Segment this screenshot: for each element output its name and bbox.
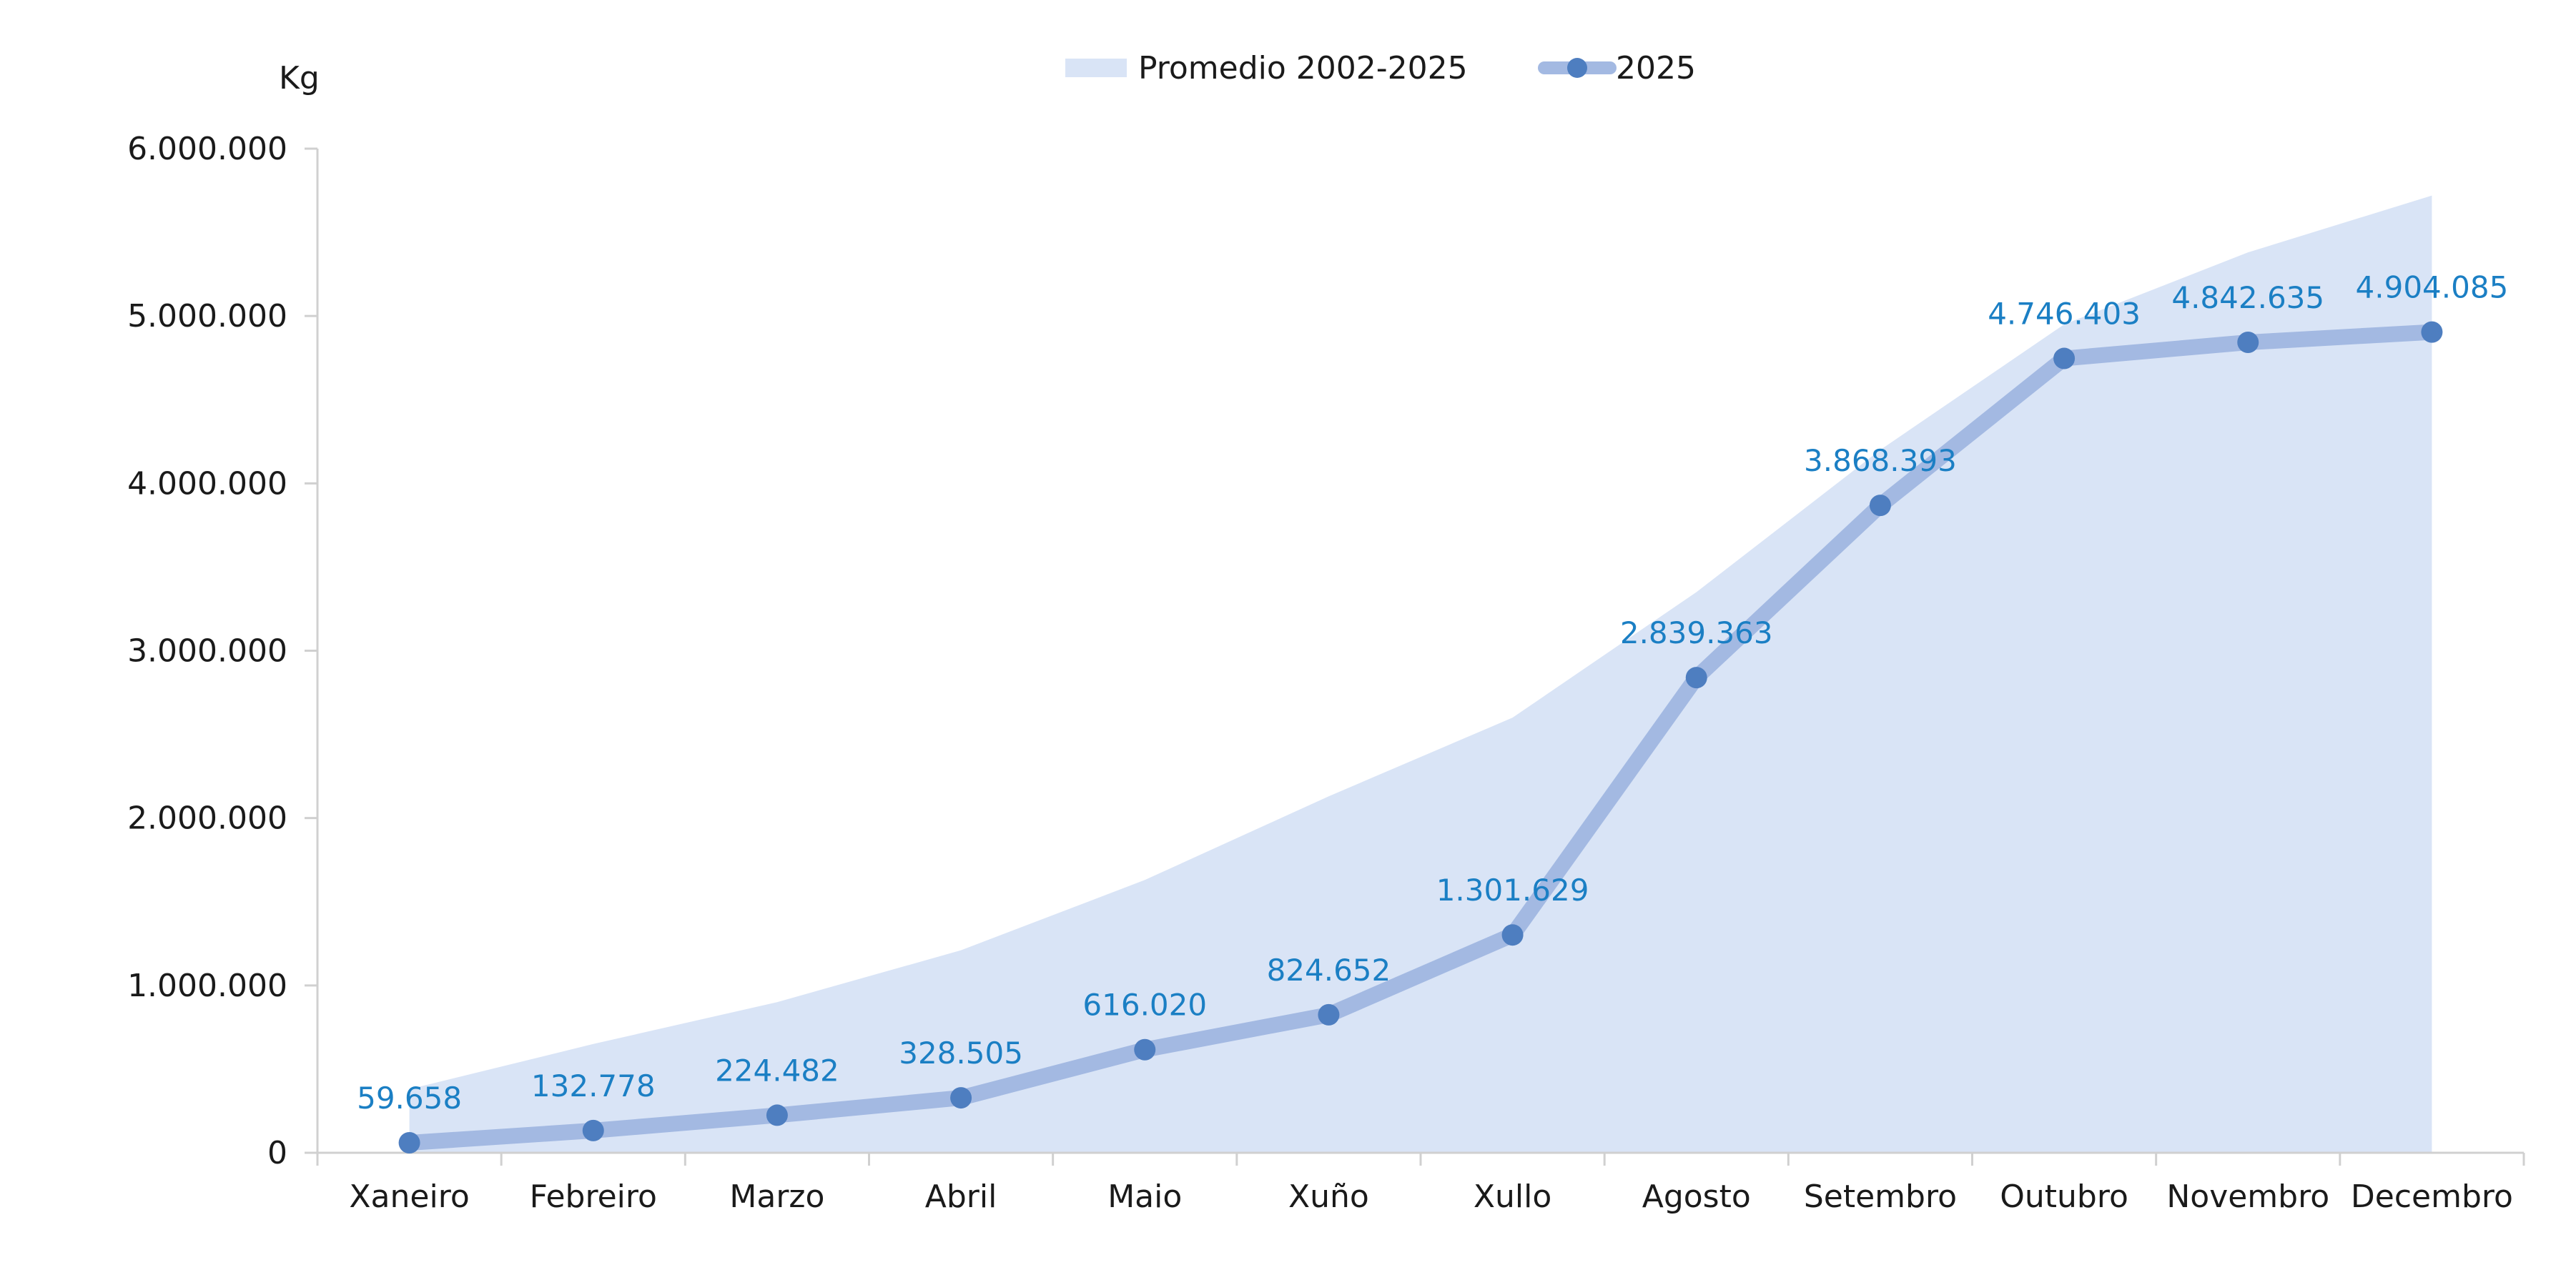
marker-2025 <box>1869 495 1891 517</box>
marker-2025 <box>1501 924 1524 946</box>
legend-label-promedio: Promedio 2002-2025 <box>1138 50 1468 86</box>
marker-2025 <box>950 1087 972 1109</box>
y-tick-label: 5.000.000 <box>127 298 287 334</box>
data-label-2025: 4.842.635 <box>2171 280 2324 315</box>
data-label-2025: 59.658 <box>357 1081 462 1116</box>
marker-2025 <box>2237 332 2259 354</box>
data-label-2025: 616.020 <box>1082 988 1207 1023</box>
marker-2025 <box>398 1132 420 1154</box>
x-tick-label: Xuño <box>1288 1179 1369 1215</box>
x-tick-label: Xaneiro <box>349 1179 469 1215</box>
data-label-2025: 3.868.393 <box>1804 443 1957 478</box>
data-label-2025: 824.652 <box>1267 953 1391 988</box>
x-tick-label: Marzo <box>729 1179 824 1215</box>
plot-area: 0 1.000.000 2.000.000 3.000.000 4.000.000 5.0… <box>127 131 2525 1215</box>
marker-2025 <box>2053 347 2076 369</box>
legend-label-2025: 2025 <box>1616 50 1696 86</box>
marker-2025 <box>1318 1003 1340 1026</box>
y-tick-label: 2.000.000 <box>127 800 287 837</box>
marker-2025 <box>1134 1038 1156 1061</box>
legend-swatch-promedio <box>1065 59 1127 77</box>
x-tick-label: Outubro <box>2000 1179 2128 1215</box>
x-tick-label: Agosto <box>1642 1179 1751 1215</box>
x-tick-label: Novembro <box>2166 1179 2329 1215</box>
y-tick-label: 3.000.000 <box>127 633 287 670</box>
marker-2025 <box>2421 321 2443 343</box>
data-label-2025: 4.904.085 <box>2356 270 2509 305</box>
area-promedio <box>409 195 2432 1153</box>
x-tick-label: Febreiro <box>530 1179 657 1215</box>
data-label-2025: 224.482 <box>715 1053 839 1088</box>
x-tick-label: Decembro <box>2351 1179 2513 1215</box>
y-axis-unit-label: Kg <box>279 60 320 96</box>
marker-2025 <box>1685 667 1707 689</box>
line-2025 <box>401 324 2440 1151</box>
y-tick-label: 6.000.000 <box>127 131 287 167</box>
data-label-2025: 328.505 <box>899 1036 1023 1071</box>
legend-swatch-2025-marker <box>1567 58 1587 78</box>
data-label-2025: 1.301.629 <box>1436 873 1589 908</box>
x-tick-label: Maio <box>1107 1179 1182 1215</box>
marker-2025 <box>766 1104 788 1126</box>
marker-2025 <box>582 1119 604 1141</box>
y-tick-label: 4.000.000 <box>127 465 287 502</box>
x-tick-label: Setembro <box>1804 1179 1957 1215</box>
x-tick-label: Xullo <box>1474 1179 1551 1215</box>
data-label-2025: 132.778 <box>531 1068 656 1103</box>
data-label-2025: 2.839.363 <box>1620 615 1773 650</box>
data-label-2025: 4.746.403 <box>1988 297 2141 332</box>
x-tick-label: Abril <box>925 1179 997 1215</box>
y-tick-label: 1.000.000 <box>127 968 287 1004</box>
legend: Promedio 2002-2025 2025 <box>1065 50 1696 86</box>
y-tick-label: 0 <box>267 1135 287 1171</box>
